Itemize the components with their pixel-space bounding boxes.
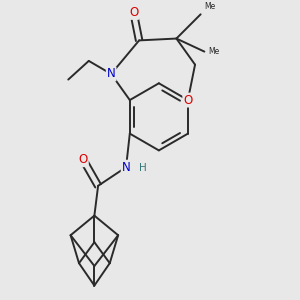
Text: O: O bbox=[183, 94, 193, 106]
Text: N: N bbox=[122, 161, 130, 174]
Text: Me: Me bbox=[208, 47, 219, 56]
Text: Me: Me bbox=[204, 2, 216, 10]
Text: O: O bbox=[79, 153, 88, 166]
Text: O: O bbox=[129, 6, 138, 19]
Text: N: N bbox=[107, 68, 116, 80]
Text: H: H bbox=[139, 163, 147, 173]
